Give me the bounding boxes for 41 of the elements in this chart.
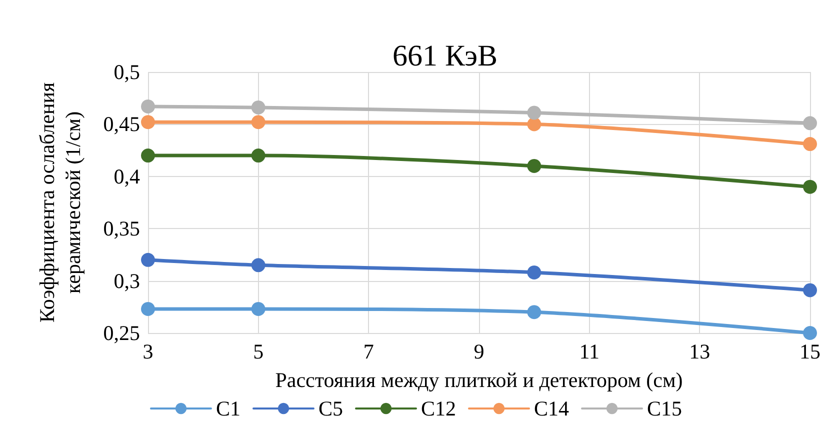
x-tick-label: 9: [474, 340, 484, 364]
point: [803, 326, 817, 340]
point: [141, 252, 155, 267]
y-tick-label: 0,3: [114, 268, 140, 293]
legend-label: C14: [534, 396, 570, 420]
x-tick-label: 13: [689, 340, 710, 364]
legend-label: C1: [216, 396, 240, 420]
point: [141, 148, 155, 163]
y-tick-label: 0,5: [114, 60, 140, 84]
point: [803, 283, 817, 298]
legend-label: C15: [647, 396, 682, 420]
x-tick-label: 5: [253, 340, 264, 364]
point: [803, 116, 817, 130]
x-tick-label: 11: [579, 340, 600, 364]
point: [251, 148, 266, 163]
point: [527, 117, 542, 132]
point: [251, 258, 266, 272]
point: [527, 305, 542, 320]
point: [527, 265, 542, 280]
chart-title: 661 КэВ: [392, 40, 498, 72]
point: [527, 158, 542, 173]
y-tick-label: 0,35: [103, 216, 140, 241]
y-tick-label: 0,45: [103, 112, 140, 136]
point: [141, 302, 155, 316]
point: [527, 106, 542, 120]
point: [251, 100, 266, 114]
x-tick-label: 15: [800, 340, 820, 364]
point: [251, 115, 266, 130]
point: [141, 115, 155, 130]
y-tick-label: 0,4: [114, 164, 140, 188]
x-axis-title: Расстояния между плиткой и детектором (см): [275, 368, 683, 392]
legend-label: C12: [420, 396, 456, 420]
point: [141, 99, 155, 114]
point: [251, 302, 266, 316]
point: [803, 180, 817, 194]
legend-label: C5: [318, 396, 344, 420]
y-axis-title: Коэффициента ослабления керамической (1/см): [35, 82, 85, 323]
point: [803, 137, 817, 152]
x-tick-label: 7: [363, 340, 374, 364]
x-tick-label: 3: [142, 340, 154, 364]
y-tick-label: 0,25: [103, 321, 140, 345]
